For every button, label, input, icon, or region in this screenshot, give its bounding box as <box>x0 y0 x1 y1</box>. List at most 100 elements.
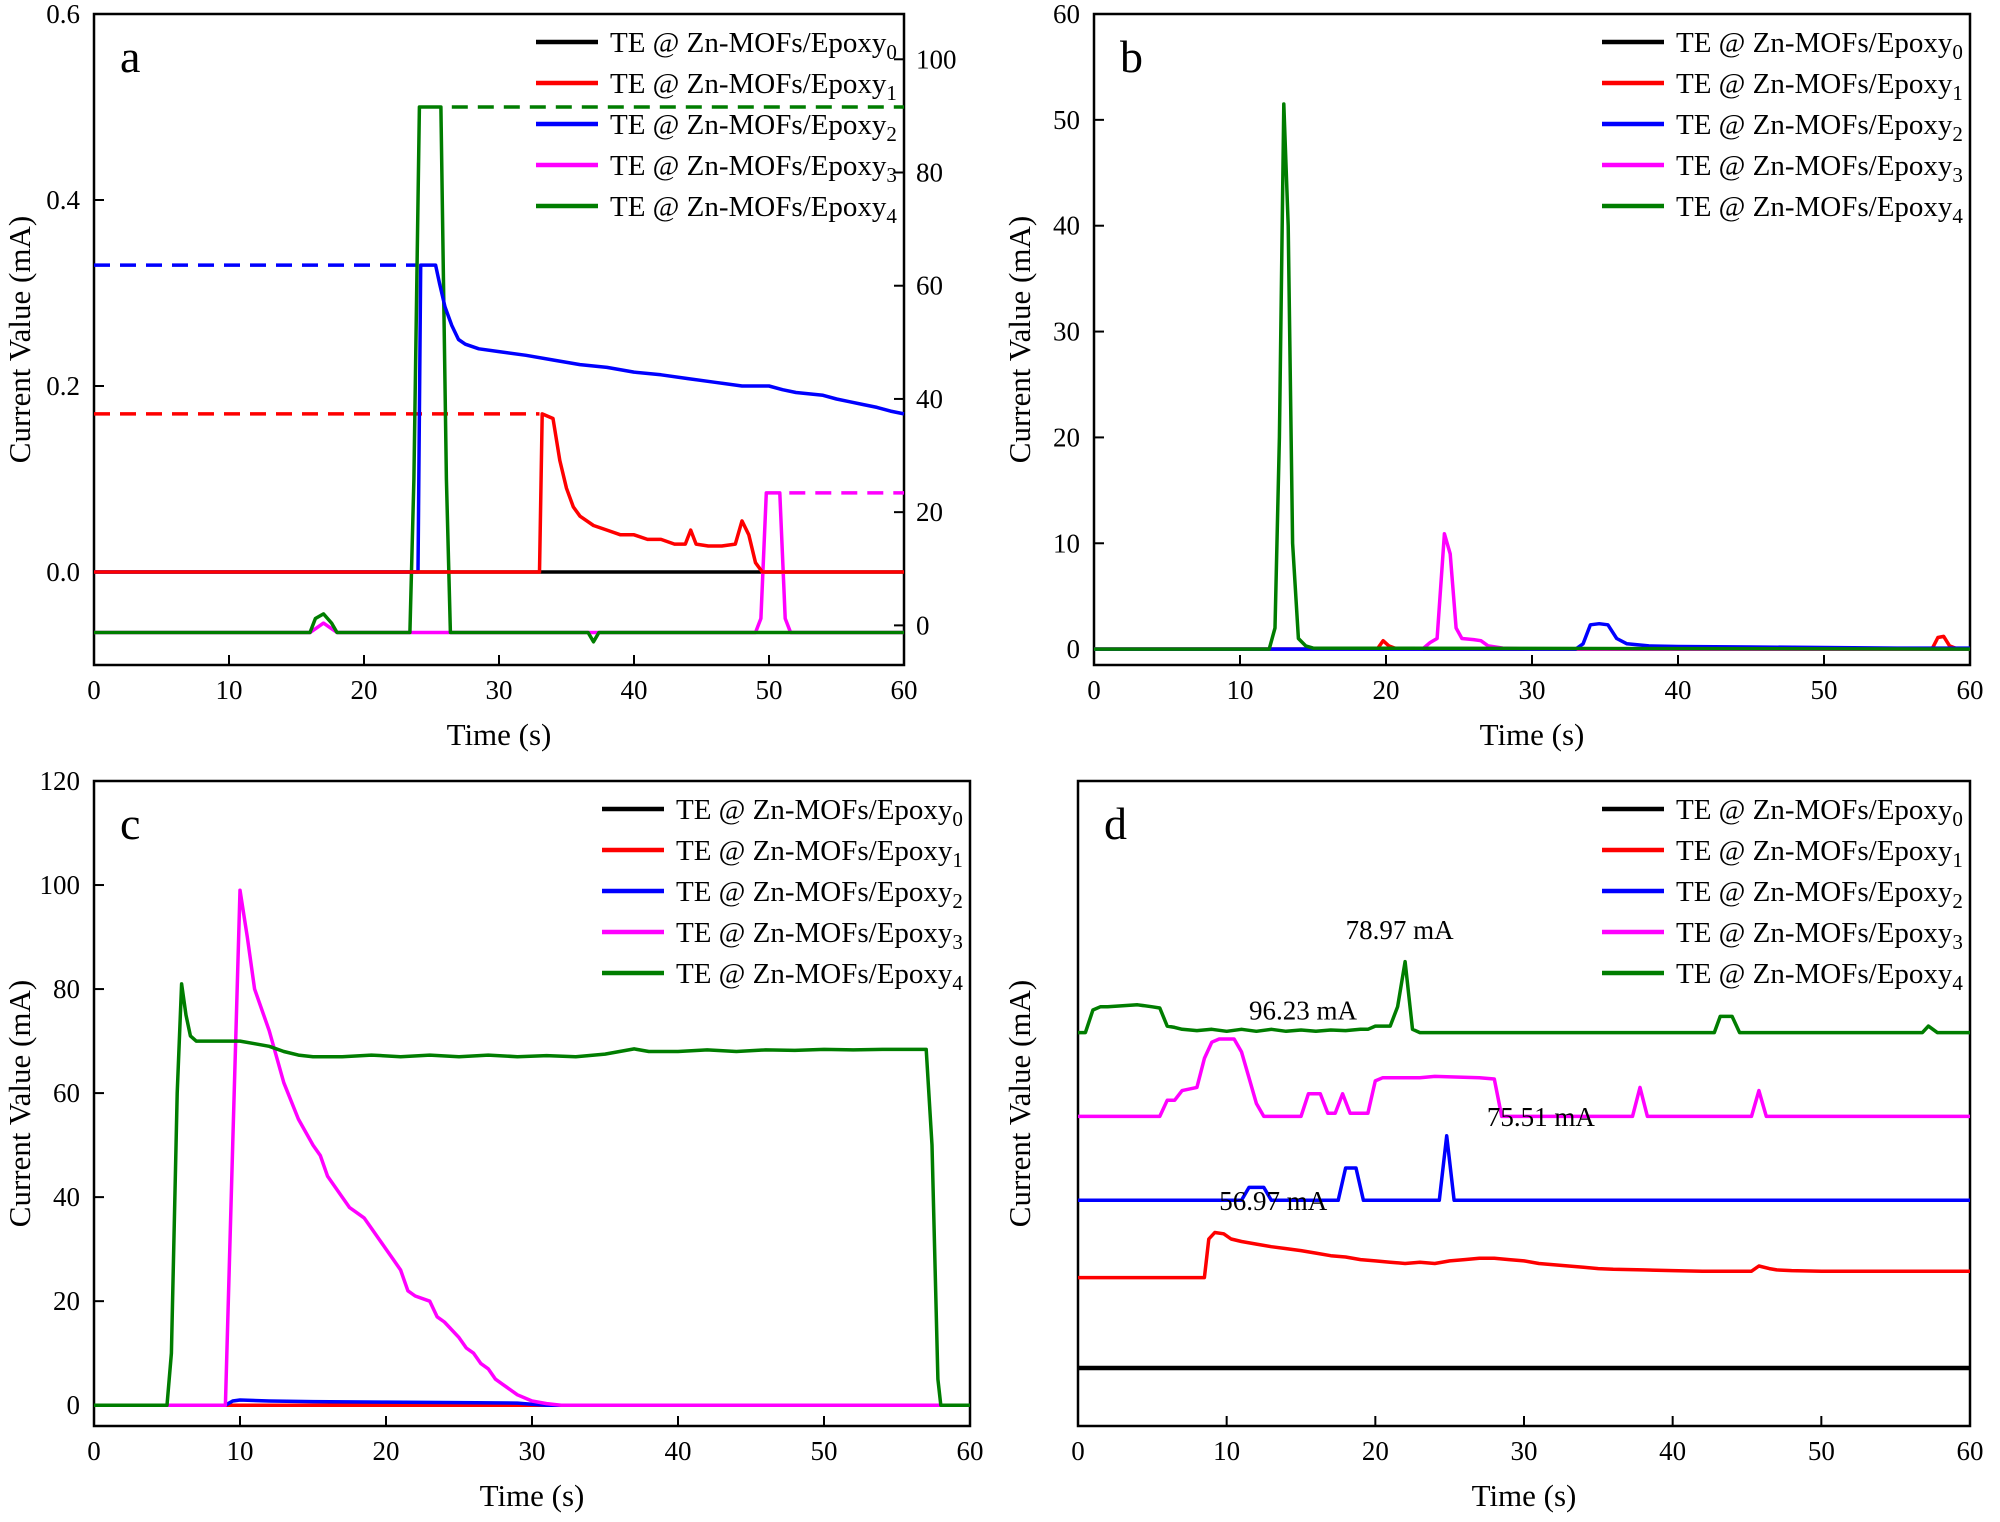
x-tick-label: 20 <box>1362 1436 1389 1466</box>
series-line-epoxy4 <box>94 982 970 1407</box>
legend-label-2: TE @ Zn-MOFs/Epoxy2 <box>610 109 897 146</box>
legend-label-0: TE @ Zn-MOFs/Epoxy0 <box>1676 27 1963 64</box>
series-line-epoxy2 <box>1078 1134 1970 1203</box>
annotation-label: 56.97 mA <box>1219 1186 1328 1216</box>
legend: TE @ Zn-MOFs/Epoxy0 TE @ Zn-MOFs/Epoxy1 TE… <box>602 794 963 995</box>
panel-d-chart: 0 10 20 30 40 50 60 Time (s) Current Value (mA) 7… <box>1002 779 1984 1513</box>
panel-letter: a <box>120 31 140 82</box>
y-axis-title: Current Value (mA) <box>2 216 37 463</box>
legend-label-1: TE @ Zn-MOFs/Epoxy1 <box>1676 835 1963 872</box>
series-line-epoxy4 <box>1078 959 1970 1035</box>
x-tick-label: 0 <box>1071 1436 1085 1466</box>
legend: TE @ Zn-MOFs/Epoxy0 TE @ Zn-MOFs/Epoxy1 TE… <box>1602 794 1963 995</box>
x-tick-label: 30 <box>1519 675 1546 705</box>
tick-labels: 0 10 20 30 40 50 60 0 20 40 60 80 100 120 <box>40 766 984 1466</box>
legend-label-3: TE @ Zn-MOFs/Epoxy3 <box>610 150 897 187</box>
series-group <box>1078 959 1970 1371</box>
legend-label-0: TE @ Zn-MOFs/Epoxy0 <box>1676 794 1963 831</box>
y-axis-title: Current Value (mA) <box>1002 216 1037 463</box>
x-tick-label: 40 <box>1665 675 1692 705</box>
x-axis-title: Time (s) <box>480 1478 585 1513</box>
annotation-label: 78.97 mA <box>1346 915 1455 945</box>
series-line-epoxy1 <box>94 412 904 574</box>
legend-label-1: TE @ Zn-MOFs/Epoxy1 <box>1676 68 1963 105</box>
series-line-epoxy4 <box>1094 102 1971 651</box>
x-tick-label: 10 <box>227 1436 254 1466</box>
y-tick-label: 50 <box>1053 105 1080 135</box>
tick-labels: 0 10 20 30 40 50 60 <box>1071 1436 1983 1466</box>
y2-tick-label: 100 <box>916 44 957 74</box>
y2-tick-label: 40 <box>916 384 943 414</box>
y-tick-label: 10 <box>1053 528 1080 558</box>
x-axis-title: Time (s) <box>1480 717 1585 752</box>
series-group <box>94 888 970 1407</box>
y-tick-label: 80 <box>53 974 80 1004</box>
panel-a: 0 10 20 30 40 50 60 0.0 0.2 0.4 0.6 0 20 40 60 80 100 Tim… <box>0 0 1000 761</box>
x-tick-label: 30 <box>519 1436 546 1466</box>
x-axis-title: Time (s) <box>1472 1478 1577 1513</box>
panel-letter: c <box>120 798 140 849</box>
axis-ticks <box>1077 1416 1971 1426</box>
series-line-epoxy2 <box>94 263 905 574</box>
y-axis-title: Current Value (mA) <box>1002 980 1037 1227</box>
panel-a-chart: 0 10 20 30 40 50 60 0.0 0.2 0.4 0.6 0 20 40 60 80 100 Tim… <box>2 0 957 752</box>
legend-label-1: TE @ Zn-MOFs/Epoxy1 <box>676 835 963 872</box>
y2-tick-label: 20 <box>916 497 943 527</box>
series-group <box>94 105 905 644</box>
x-tick-label: 40 <box>1659 1436 1686 1466</box>
annotation-label: 75.51 mA <box>1487 1102 1596 1132</box>
y-axis-title: Current Value (mA) <box>2 980 37 1227</box>
series-group <box>1094 102 1971 651</box>
x-tick-label: 50 <box>811 1436 838 1466</box>
x-tick-label: 10 <box>1227 675 1254 705</box>
y2-tick-label: 80 <box>916 158 943 188</box>
legend-label-0: TE @ Zn-MOFs/Epoxy0 <box>676 794 963 831</box>
tick-labels: 0 10 20 30 40 50 60 0 10 20 30 40 50 60 <box>1053 0 1984 705</box>
y-tick-label: 0 <box>67 1390 81 1420</box>
legend-label-4: TE @ Zn-MOFs/Epoxy4 <box>610 191 897 228</box>
x-tick-label: 30 <box>486 675 513 705</box>
panel-c-chart: 0 10 20 30 40 50 60 0 20 40 60 80 100 120 Time (s) Curr… <box>2 766 984 1513</box>
y-tick-label: 0.0 <box>46 557 80 587</box>
legend-label-4: TE @ Zn-MOFs/Epoxy4 <box>1676 958 1963 995</box>
legend-label-2: TE @ Zn-MOFs/Epoxy2 <box>676 876 963 913</box>
x-tick-label: 10 <box>216 675 243 705</box>
series-line-epoxy1 <box>1078 1230 1970 1280</box>
x-tick-label: 40 <box>621 675 648 705</box>
x-tick-label: 0 <box>87 1436 101 1466</box>
legend-label-3: TE @ Zn-MOFs/Epoxy3 <box>676 917 963 954</box>
y-tick-label: 120 <box>40 766 81 796</box>
x-tick-label: 40 <box>665 1436 692 1466</box>
panel-b: 0 10 20 30 40 50 60 0 10 20 30 40 50 60 Time (s) Curren… <box>1000 0 2000 761</box>
legend-label-0: TE @ Zn-MOFs/Epoxy0 <box>610 27 897 64</box>
x-tick-label: 60 <box>1957 675 1984 705</box>
legend: TE @ Zn-MOFs/Epoxy0 TE @ Zn-MOFs/Epoxy1 TE… <box>536 27 897 228</box>
x-tick-label: 50 <box>1808 1436 1835 1466</box>
series-line-epoxy2 <box>94 1398 970 1407</box>
legend: TE @ Zn-MOFs/Epoxy0 TE @ Zn-MOFs/Epoxy1 TE… <box>1602 27 1963 228</box>
y-tick-label: 40 <box>53 1182 80 1212</box>
x-tick-label: 20 <box>373 1436 400 1466</box>
legend-label-1: TE @ Zn-MOFs/Epoxy1 <box>610 68 897 105</box>
y2-tick-label: 60 <box>916 271 943 301</box>
y-tick-label: 100 <box>40 870 81 900</box>
series-line-epoxy3 <box>1094 531 1970 651</box>
annotation-label: 96.23 mA <box>1249 996 1358 1026</box>
y-tick-label: 0.4 <box>46 185 80 215</box>
series-line-epoxy3 <box>94 491 904 635</box>
x-tick-label: 50 <box>1811 675 1838 705</box>
panel-b-chart: 0 10 20 30 40 50 60 0 10 20 30 40 50 60 Time (s) Curren… <box>1002 0 1984 752</box>
x-tick-label: 60 <box>1957 1436 1984 1466</box>
x-tick-label: 20 <box>351 675 378 705</box>
x-axis-title: Time (s) <box>447 717 552 752</box>
x-tick-label: 30 <box>1511 1436 1538 1466</box>
legend-label-4: TE @ Zn-MOFs/Epoxy4 <box>1676 191 1963 228</box>
x-tick-label: 20 <box>1373 675 1400 705</box>
y-tick-label: 60 <box>1053 0 1080 29</box>
y2-tick-label: 0 <box>916 610 930 640</box>
x-tick-label: 0 <box>1087 675 1101 705</box>
panel-letter: d <box>1104 798 1127 849</box>
legend-label-3: TE @ Zn-MOFs/Epoxy3 <box>1676 150 1963 187</box>
axis-ticks <box>1093 13 1971 665</box>
